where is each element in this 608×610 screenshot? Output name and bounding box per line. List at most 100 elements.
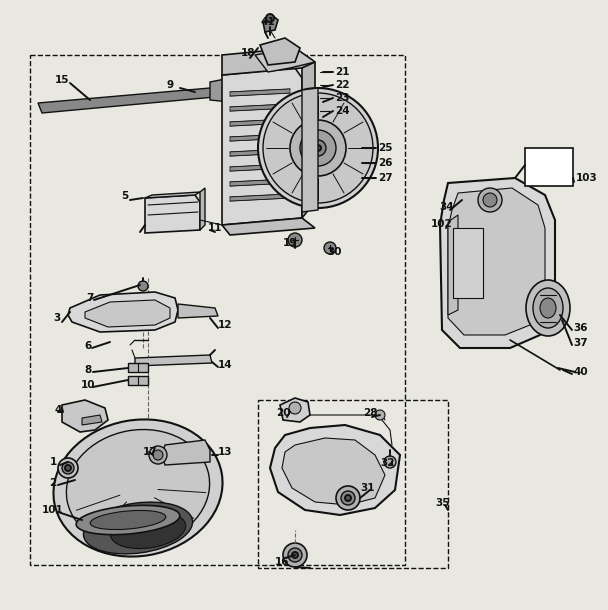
Text: 8: 8 [85,365,92,375]
Polygon shape [162,440,210,465]
Polygon shape [68,292,178,332]
Polygon shape [222,218,315,235]
Circle shape [289,402,301,414]
Bar [128,376,148,385]
Text: 10: 10 [81,380,95,390]
Text: 35: 35 [436,498,451,508]
Text: 28: 28 [363,408,377,418]
Text: 13: 13 [218,447,232,457]
Text: 16: 16 [275,557,289,567]
Circle shape [324,242,336,254]
Polygon shape [230,164,290,171]
Ellipse shape [83,502,193,554]
Text: 17: 17 [143,447,157,457]
Text: 15: 15 [55,75,69,85]
Text: 37: 37 [573,338,587,348]
Text: 14: 14 [218,360,233,370]
Polygon shape [230,134,290,141]
Circle shape [65,465,71,471]
Ellipse shape [540,298,556,318]
Text: 30: 30 [328,247,342,257]
Polygon shape [82,415,102,425]
Text: 24: 24 [335,106,350,116]
Text: 20: 20 [276,408,290,418]
Circle shape [345,495,351,501]
Circle shape [58,458,78,478]
Text: 3: 3 [54,313,61,323]
Circle shape [153,450,163,460]
Circle shape [478,188,502,212]
Polygon shape [230,179,290,186]
Bar [30,55,405,565]
Text: 21: 21 [335,67,350,77]
Circle shape [310,140,326,156]
Polygon shape [200,188,205,230]
Polygon shape [230,104,290,111]
Polygon shape [302,62,315,218]
Polygon shape [135,355,212,366]
Circle shape [266,14,274,22]
Circle shape [336,486,360,510]
Polygon shape [263,15,278,32]
Circle shape [138,281,148,291]
Text: 9: 9 [167,80,173,90]
Text: 6: 6 [85,341,92,351]
Polygon shape [145,192,200,198]
Circle shape [62,462,74,474]
Circle shape [300,130,336,166]
Polygon shape [62,400,108,432]
Polygon shape [440,178,555,348]
Polygon shape [178,304,218,318]
Polygon shape [230,89,290,96]
Bar [525,148,573,186]
Text: 11: 11 [208,223,223,233]
Circle shape [483,193,497,207]
Bar [453,228,483,298]
Polygon shape [145,195,200,233]
Circle shape [283,543,307,567]
Ellipse shape [110,511,185,548]
Polygon shape [230,194,290,201]
Text: 12: 12 [218,320,232,330]
Ellipse shape [90,511,166,529]
Circle shape [288,233,302,247]
Circle shape [290,120,346,176]
Text: 34: 34 [440,202,454,212]
Polygon shape [38,88,215,113]
Text: 2: 2 [49,478,57,488]
Text: 5: 5 [122,191,129,201]
Text: 27: 27 [378,173,393,183]
Circle shape [258,88,378,208]
Polygon shape [282,438,385,505]
Text: 18: 18 [241,48,255,58]
Bar [128,363,148,372]
Text: 32: 32 [381,458,395,468]
Polygon shape [255,48,315,72]
Text: 36: 36 [573,323,587,333]
Circle shape [288,548,302,562]
Text: 26: 26 [378,158,393,168]
Polygon shape [230,119,290,126]
Text: 19: 19 [283,238,297,248]
Polygon shape [230,149,290,156]
Polygon shape [270,425,400,515]
Circle shape [315,145,321,151]
Text: 22: 22 [335,80,350,90]
Polygon shape [85,300,170,327]
Circle shape [149,446,167,464]
Circle shape [292,552,298,558]
Ellipse shape [526,280,570,336]
Ellipse shape [66,429,210,547]
Circle shape [384,456,396,468]
Polygon shape [448,188,545,335]
Text: 7: 7 [86,293,94,303]
Polygon shape [260,38,300,65]
Polygon shape [210,78,230,102]
Circle shape [375,410,385,420]
Polygon shape [222,68,302,225]
Ellipse shape [533,288,563,328]
Text: 1: 1 [49,457,57,467]
Ellipse shape [54,420,223,556]
Polygon shape [280,398,310,422]
Polygon shape [448,215,458,315]
